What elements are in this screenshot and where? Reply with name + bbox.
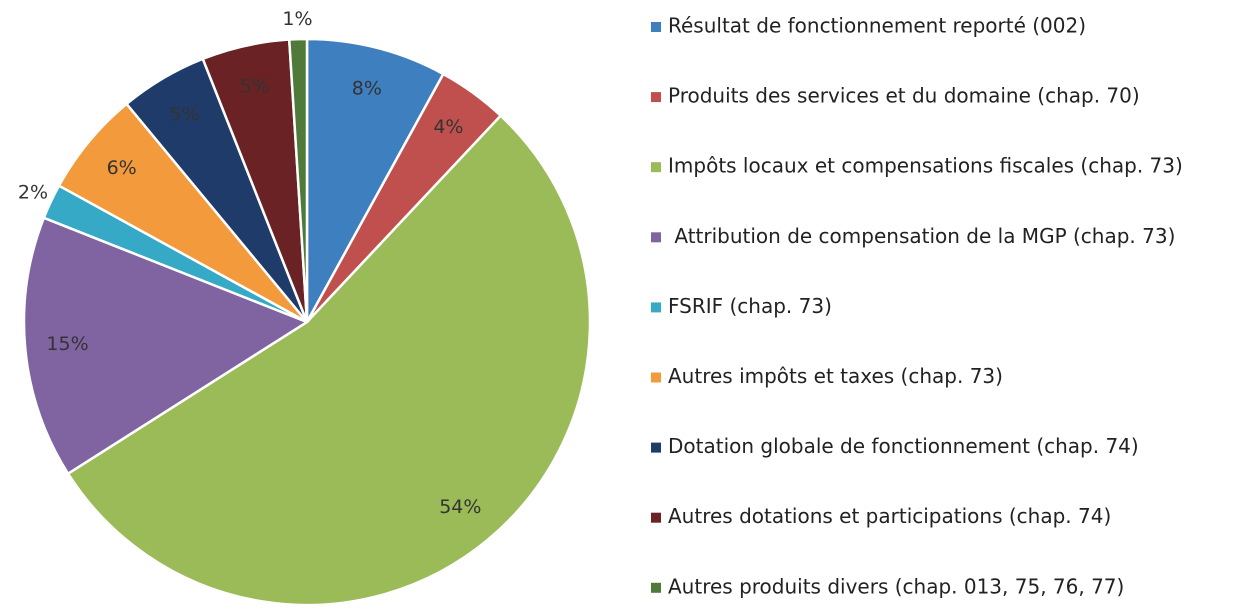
legend-swatch xyxy=(651,372,661,383)
legend-label: Produits des services et du domaine (cha… xyxy=(668,84,1140,108)
data-label: 6% xyxy=(107,157,137,179)
legend-label: Dotation globale de fonctionnement (chap… xyxy=(668,434,1139,458)
legend-swatch xyxy=(651,232,661,243)
legend-swatch xyxy=(651,92,661,103)
legend-swatch xyxy=(651,302,661,313)
pie-slice xyxy=(287,37,309,323)
pie-slice xyxy=(66,113,592,607)
data-label: 5% xyxy=(239,76,269,98)
legend-label: Résultat de fonctionnement reporté (002) xyxy=(668,14,1086,38)
legend-swatch xyxy=(651,442,661,453)
legend-label: Impôts locaux et compensations fiscales … xyxy=(668,154,1183,178)
legend-swatch xyxy=(651,162,661,173)
legend-swatch xyxy=(651,22,661,32)
legend-label: Autres dotations et participations (chap… xyxy=(668,504,1111,528)
pie-slice xyxy=(305,37,446,323)
data-label: 2% xyxy=(18,182,48,204)
data-label: 15% xyxy=(46,333,88,355)
data-label: 1% xyxy=(282,8,312,30)
legend-label: Autres produits divers (chap. 013, 75, 7… xyxy=(668,574,1124,598)
legend-label: Autres impôts et taxes (chap. 73) xyxy=(668,364,1003,388)
legend-swatch xyxy=(651,512,661,523)
legend-label: FSRIF (chap. 73) xyxy=(668,294,832,318)
legend-swatch xyxy=(651,582,661,593)
legend-label: Attribution de compensation de la MGP (c… xyxy=(668,224,1175,248)
data-label: 5% xyxy=(169,103,199,125)
pie-slice xyxy=(22,216,310,476)
data-label: 8% xyxy=(352,78,382,100)
data-label: 54% xyxy=(439,496,481,518)
data-label: 4% xyxy=(433,116,463,138)
